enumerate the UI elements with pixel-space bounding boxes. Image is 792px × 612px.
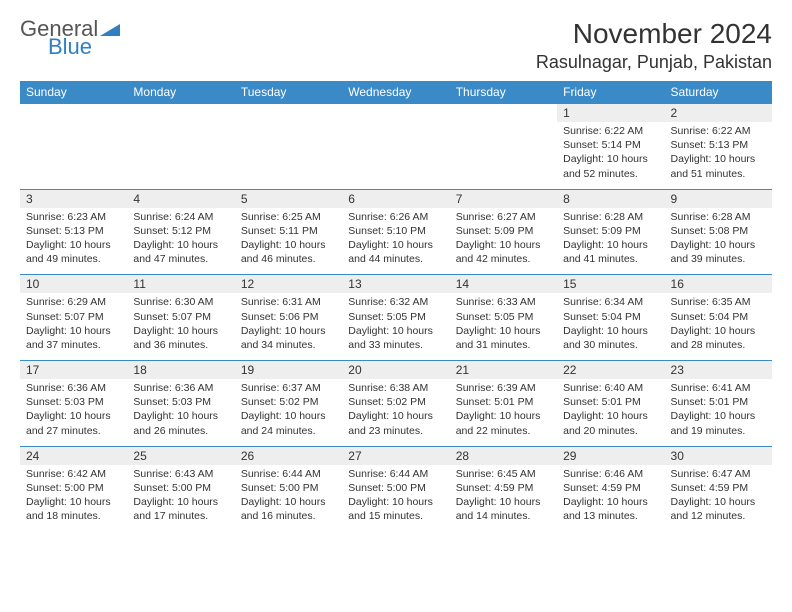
empty-date-cell (450, 104, 557, 123)
date-cell: 21 (450, 361, 557, 380)
detail-cell: Sunrise: 6:43 AMSunset: 5:00 PMDaylight:… (127, 465, 234, 532)
day-header-row: SundayMondayTuesdayWednesdayThursdayFrid… (20, 81, 772, 104)
detail-cell: Sunrise: 6:40 AMSunset: 5:01 PMDaylight:… (557, 379, 664, 446)
empty-detail-cell (20, 122, 127, 189)
date-cell: 18 (127, 361, 234, 380)
detail-cell: Sunrise: 6:39 AMSunset: 5:01 PMDaylight:… (450, 379, 557, 446)
date-cell: 12 (235, 275, 342, 294)
date-cell: 16 (665, 275, 772, 294)
detail-cell: Sunrise: 6:36 AMSunset: 5:03 PMDaylight:… (127, 379, 234, 446)
date-cell: 27 (342, 446, 449, 465)
calendar-date-row: 3456789 (20, 189, 772, 208)
empty-date-cell (235, 104, 342, 123)
detail-cell: Sunrise: 6:22 AMSunset: 5:13 PMDaylight:… (665, 122, 772, 189)
date-cell: 29 (557, 446, 664, 465)
detail-cell: Sunrise: 6:25 AMSunset: 5:11 PMDaylight:… (235, 208, 342, 275)
calendar-date-row: 12 (20, 104, 772, 123)
day-header-friday: Friday (557, 81, 664, 104)
date-cell: 19 (235, 361, 342, 380)
date-cell: 4 (127, 189, 234, 208)
date-cell: 23 (665, 361, 772, 380)
location-subtitle: Rasulnagar, Punjab, Pakistan (536, 52, 772, 73)
detail-cell: Sunrise: 6:46 AMSunset: 4:59 PMDaylight:… (557, 465, 664, 532)
detail-cell: Sunrise: 6:26 AMSunset: 5:10 PMDaylight:… (342, 208, 449, 275)
calendar-date-row: 17181920212223 (20, 361, 772, 380)
day-header-monday: Monday (127, 81, 234, 104)
header: GeneralBlue November 2024 Rasulnagar, Pu… (20, 18, 772, 73)
detail-cell: Sunrise: 6:38 AMSunset: 5:02 PMDaylight:… (342, 379, 449, 446)
calendar-detail-row: Sunrise: 6:36 AMSunset: 5:03 PMDaylight:… (20, 379, 772, 446)
date-cell: 24 (20, 446, 127, 465)
detail-cell: Sunrise: 6:35 AMSunset: 5:04 PMDaylight:… (665, 293, 772, 360)
calendar-table: SundayMondayTuesdayWednesdayThursdayFrid… (20, 81, 772, 531)
calendar-detail-row: Sunrise: 6:23 AMSunset: 5:13 PMDaylight:… (20, 208, 772, 275)
date-cell: 15 (557, 275, 664, 294)
detail-cell: Sunrise: 6:33 AMSunset: 5:05 PMDaylight:… (450, 293, 557, 360)
date-cell: 10 (20, 275, 127, 294)
day-header-sunday: Sunday (20, 81, 127, 104)
date-cell: 5 (235, 189, 342, 208)
title-block: November 2024 Rasulnagar, Punjab, Pakist… (536, 18, 772, 73)
empty-date-cell (342, 104, 449, 123)
logo: GeneralBlue (20, 18, 120, 58)
detail-cell: Sunrise: 6:37 AMSunset: 5:02 PMDaylight:… (235, 379, 342, 446)
date-cell: 7 (450, 189, 557, 208)
detail-cell: Sunrise: 6:31 AMSunset: 5:06 PMDaylight:… (235, 293, 342, 360)
date-cell: 2 (665, 104, 772, 123)
detail-cell: Sunrise: 6:28 AMSunset: 5:08 PMDaylight:… (665, 208, 772, 275)
empty-detail-cell (235, 122, 342, 189)
date-cell: 1 (557, 104, 664, 123)
detail-cell: Sunrise: 6:29 AMSunset: 5:07 PMDaylight:… (20, 293, 127, 360)
day-header-saturday: Saturday (665, 81, 772, 104)
page-title: November 2024 (536, 18, 772, 50)
date-cell: 14 (450, 275, 557, 294)
date-cell: 3 (20, 189, 127, 208)
calendar-date-row: 10111213141516 (20, 275, 772, 294)
calendar-date-row: 24252627282930 (20, 446, 772, 465)
date-cell: 25 (127, 446, 234, 465)
date-cell: 30 (665, 446, 772, 465)
detail-cell: Sunrise: 6:30 AMSunset: 5:07 PMDaylight:… (127, 293, 234, 360)
empty-detail-cell (127, 122, 234, 189)
date-cell: 22 (557, 361, 664, 380)
detail-cell: Sunrise: 6:41 AMSunset: 5:01 PMDaylight:… (665, 379, 772, 446)
date-cell: 28 (450, 446, 557, 465)
calendar-detail-row: Sunrise: 6:29 AMSunset: 5:07 PMDaylight:… (20, 293, 772, 360)
empty-date-cell (20, 104, 127, 123)
day-header-wednesday: Wednesday (342, 81, 449, 104)
detail-cell: Sunrise: 6:24 AMSunset: 5:12 PMDaylight:… (127, 208, 234, 275)
day-header-tuesday: Tuesday (235, 81, 342, 104)
detail-cell: Sunrise: 6:42 AMSunset: 5:00 PMDaylight:… (20, 465, 127, 532)
date-cell: 11 (127, 275, 234, 294)
detail-cell: Sunrise: 6:34 AMSunset: 5:04 PMDaylight:… (557, 293, 664, 360)
detail-cell: Sunrise: 6:44 AMSunset: 5:00 PMDaylight:… (235, 465, 342, 532)
detail-cell: Sunrise: 6:27 AMSunset: 5:09 PMDaylight:… (450, 208, 557, 275)
date-cell: 17 (20, 361, 127, 380)
detail-cell: Sunrise: 6:22 AMSunset: 5:14 PMDaylight:… (557, 122, 664, 189)
detail-cell: Sunrise: 6:32 AMSunset: 5:05 PMDaylight:… (342, 293, 449, 360)
date-cell: 6 (342, 189, 449, 208)
calendar-detail-row: Sunrise: 6:22 AMSunset: 5:14 PMDaylight:… (20, 122, 772, 189)
logo-text-blue: Blue (48, 36, 120, 58)
detail-cell: Sunrise: 6:44 AMSunset: 5:00 PMDaylight:… (342, 465, 449, 532)
empty-date-cell (127, 104, 234, 123)
empty-detail-cell (450, 122, 557, 189)
date-cell: 8 (557, 189, 664, 208)
detail-cell: Sunrise: 6:23 AMSunset: 5:13 PMDaylight:… (20, 208, 127, 275)
date-cell: 13 (342, 275, 449, 294)
date-cell: 20 (342, 361, 449, 380)
detail-cell: Sunrise: 6:36 AMSunset: 5:03 PMDaylight:… (20, 379, 127, 446)
empty-detail-cell (342, 122, 449, 189)
date-cell: 9 (665, 189, 772, 208)
day-header-thursday: Thursday (450, 81, 557, 104)
detail-cell: Sunrise: 6:28 AMSunset: 5:09 PMDaylight:… (557, 208, 664, 275)
date-cell: 26 (235, 446, 342, 465)
detail-cell: Sunrise: 6:45 AMSunset: 4:59 PMDaylight:… (450, 465, 557, 532)
calendar-detail-row: Sunrise: 6:42 AMSunset: 5:00 PMDaylight:… (20, 465, 772, 532)
detail-cell: Sunrise: 6:47 AMSunset: 4:59 PMDaylight:… (665, 465, 772, 532)
